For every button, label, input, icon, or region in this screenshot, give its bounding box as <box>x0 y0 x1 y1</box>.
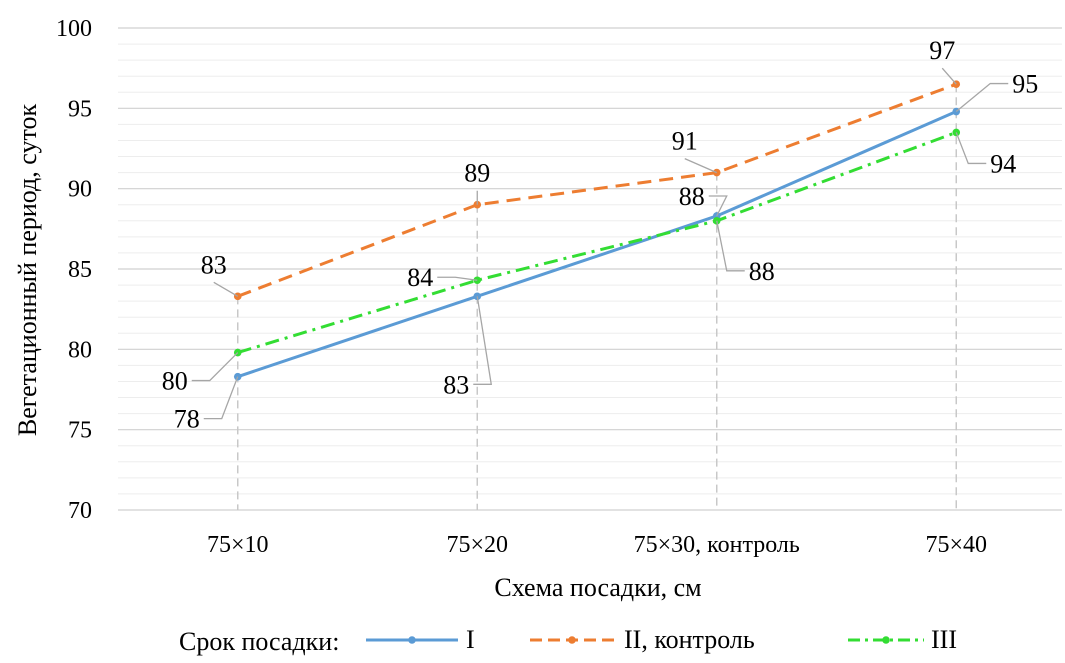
y-tick-label: 80 <box>68 337 92 363</box>
leader-line <box>437 276 478 281</box>
legend-marker <box>882 636 890 644</box>
y-tick-label: 90 <box>68 177 92 203</box>
y-tick-label: 75 <box>68 418 92 444</box>
leader-line <box>708 195 728 217</box>
data-label: 91 <box>672 127 698 156</box>
leader-line <box>473 296 493 385</box>
leader-line <box>191 352 239 382</box>
legend-title: Срок посадки: <box>179 627 339 656</box>
legend-item-ii: II, контроль <box>530 625 755 654</box>
series-line-iii <box>237 131 957 354</box>
y-tick-label: 100 <box>56 16 92 42</box>
data-label: 89 <box>464 159 490 188</box>
drop-lines <box>237 84 957 510</box>
data-label: 83 <box>201 250 227 279</box>
data-label: 97 <box>929 36 955 65</box>
series-layer <box>233 80 961 381</box>
leader-line <box>203 376 239 420</box>
series-line-ii <box>237 82 957 298</box>
legend-item-iii: III <box>848 625 957 654</box>
data-labels: 78 83 88 95 83 89 91 97 80 84 88 94 <box>162 36 1039 433</box>
x-tick-label: 75×20 <box>446 532 508 558</box>
x-axis-ticks: 75×10 75×20 75×30, контроль 75×40 <box>207 532 987 558</box>
legend: Срок посадки: I II, контроль III <box>179 625 957 656</box>
x-axis-title: Схема посадки, см <box>494 573 701 602</box>
leader-line <box>955 82 1009 113</box>
data-label: 94 <box>990 149 1016 178</box>
leader-line <box>941 67 957 85</box>
legend-marker <box>408 636 416 644</box>
y-tick-label: 70 <box>68 498 92 524</box>
y-tick-label: 85 <box>68 257 92 283</box>
data-label: 95 <box>1012 70 1038 99</box>
legend-label-iii: III <box>931 625 957 654</box>
x-tick-label: 75×10 <box>207 532 269 558</box>
leader-lines <box>191 67 1009 420</box>
series-line-i <box>237 110 957 379</box>
data-label: 84 <box>407 263 433 292</box>
y-axis-ticks: 70 75 80 85 90 95 100 <box>56 16 92 524</box>
data-label: 88 <box>749 257 775 286</box>
x-tick-label: 75×40 <box>925 532 987 558</box>
legend-label-i: I <box>466 625 475 654</box>
data-label: 88 <box>679 182 705 211</box>
legend-symbol-i <box>366 636 458 644</box>
legend-symbol-iii <box>848 636 924 644</box>
data-label: 83 <box>443 370 469 399</box>
legend-label-ii: II, контроль <box>624 625 755 654</box>
data-label: 78 <box>174 405 200 434</box>
leader-line <box>955 132 987 165</box>
y-axis-title: Вегетационный период, суток <box>13 104 42 437</box>
legend-item-i: I <box>366 625 475 654</box>
leader-line <box>716 220 745 272</box>
data-point <box>233 292 242 301</box>
y-tick-label: 95 <box>68 96 92 122</box>
data-label: 80 <box>162 367 188 396</box>
leader-line <box>684 158 718 174</box>
grid-layer <box>118 27 1062 511</box>
x-tick-label: 75×30, контроль <box>634 532 800 558</box>
legend-symbol-ii <box>530 636 614 644</box>
leader-line <box>213 281 239 297</box>
legend-marker <box>568 636 576 644</box>
data-point <box>473 276 482 285</box>
